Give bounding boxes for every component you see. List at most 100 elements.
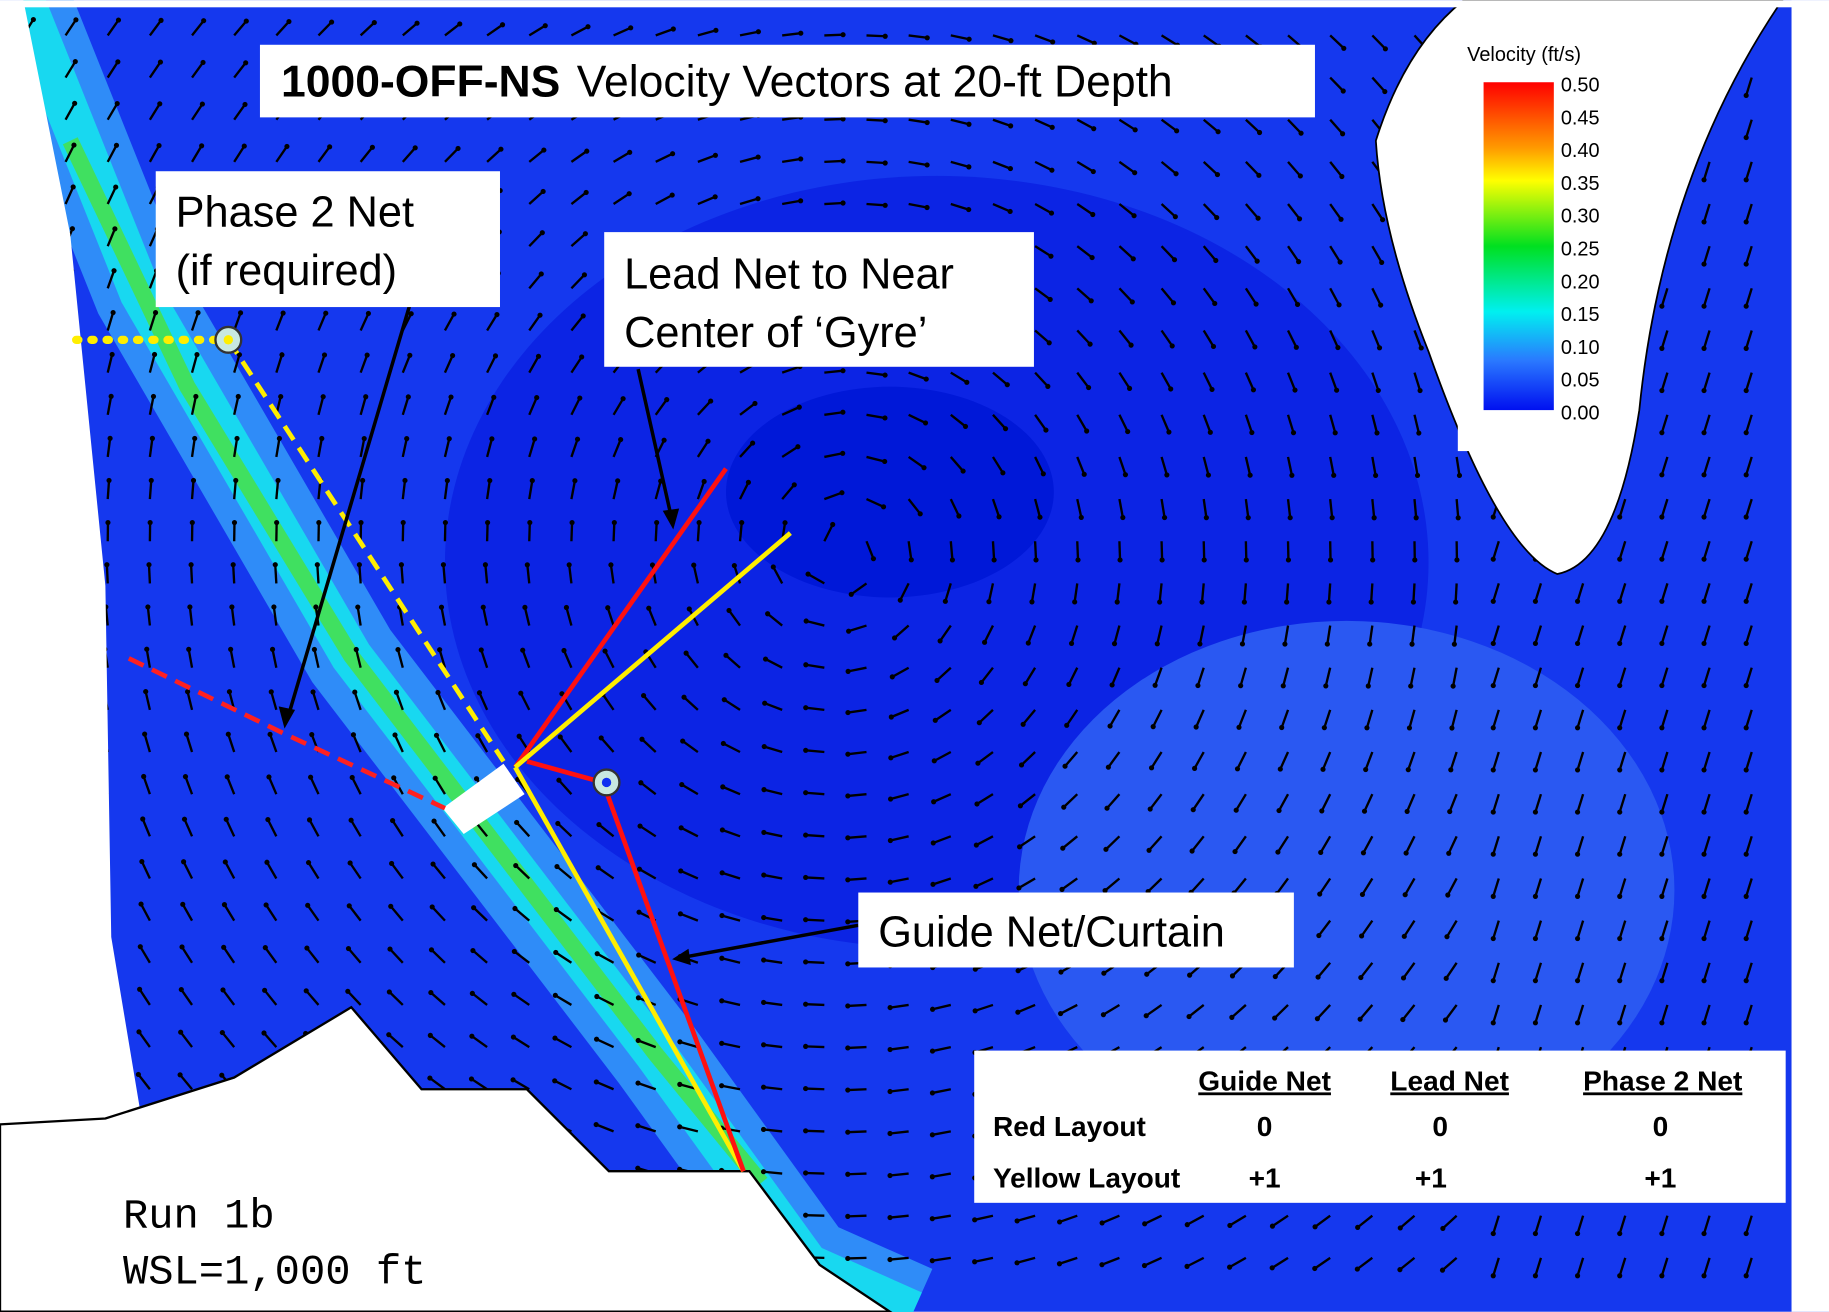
- vector-head: [489, 436, 494, 441]
- vector-head: [153, 310, 158, 315]
- vector-head: [1160, 557, 1165, 562]
- color-bar: [1484, 82, 1554, 410]
- vector-head: [1533, 894, 1538, 899]
- vector-head: [1101, 971, 1106, 976]
- title-text: Velocity Vectors at 20-ft Depth: [577, 57, 1173, 106]
- vector-head: [763, 656, 768, 661]
- vector-head: [104, 562, 109, 567]
- vector-head: [157, 101, 162, 106]
- vector-head: [1120, 515, 1125, 520]
- vector-head: [1744, 1273, 1749, 1278]
- vector-head: [756, 154, 761, 159]
- vector-arrow: [824, 161, 843, 162]
- callout-text: (if required): [176, 247, 397, 295]
- vector-arrow: [866, 35, 885, 36]
- vector-head: [500, 22, 505, 27]
- vector-head: [1164, 472, 1169, 477]
- vector-arrow: [806, 835, 825, 836]
- vector-head: [1744, 388, 1749, 393]
- vector-head: [264, 860, 269, 865]
- vector-head: [1089, 298, 1094, 303]
- vector-head: [112, 226, 117, 231]
- vector-head: [1491, 641, 1496, 646]
- vector-arrow: [848, 1005, 867, 1006]
- vector-head: [972, 1259, 977, 1264]
- vector-head: [1064, 723, 1069, 728]
- vector-head: [1174, 128, 1179, 133]
- vector-head: [1415, 473, 1420, 478]
- vector-head: [1370, 557, 1375, 562]
- callout-text: Lead Net to Near: [624, 250, 954, 298]
- vector-head: [1744, 261, 1749, 266]
- vector-head: [450, 353, 455, 358]
- vector-head: [1447, 809, 1452, 814]
- vector-head: [275, 478, 280, 483]
- vector-head: [677, 1124, 682, 1129]
- vector-head: [1533, 809, 1538, 814]
- vector-head: [883, 34, 888, 39]
- vector-head: [889, 714, 894, 719]
- vector-head: [888, 796, 893, 801]
- vector-head: [719, 998, 724, 1003]
- vector-head: [1211, 344, 1216, 349]
- vector-head: [1443, 1017, 1448, 1022]
- vector-head: [1417, 388, 1422, 393]
- vector-head: [1701, 346, 1706, 351]
- vector-head: [145, 604, 150, 609]
- vector-head: [1331, 473, 1336, 478]
- vector-head: [474, 776, 479, 781]
- vector-head: [1082, 472, 1087, 477]
- vector-head: [1617, 936, 1622, 941]
- vector-head: [149, 478, 154, 483]
- vector-head: [1701, 894, 1706, 899]
- vector-head: [518, 691, 523, 696]
- vector-head: [1015, 1010, 1020, 1015]
- vector-head: [1416, 430, 1421, 435]
- vector-head: [1617, 852, 1622, 857]
- vector-arrow: [1371, 583, 1372, 602]
- anchor-dot: [224, 335, 233, 344]
- vector-head: [923, 420, 928, 425]
- vector-head: [232, 520, 237, 525]
- vector-head: [845, 1214, 850, 1219]
- vector-head: [839, 490, 844, 495]
- vector-head: [1744, 346, 1749, 351]
- vector-head: [1575, 725, 1580, 730]
- vector-head: [1048, 254, 1053, 259]
- vector-head: [191, 478, 196, 483]
- vector-head: [1123, 472, 1128, 477]
- vector-head: [530, 478, 535, 483]
- vector-head: [925, 162, 930, 167]
- vector-head: [1366, 683, 1371, 688]
- legend-labels: 0.500.450.400.350.300.250.200.150.100.05…: [1561, 75, 1600, 425]
- vector-head: [882, 415, 887, 420]
- vector-head: [680, 738, 685, 743]
- vector-head: [1242, 599, 1247, 604]
- vector-head: [1451, 684, 1456, 689]
- vector-head: [1335, 345, 1340, 350]
- vector-head: [1444, 934, 1449, 939]
- vector-head: [354, 647, 359, 652]
- vector-head: [138, 902, 143, 907]
- vector-head: [1256, 216, 1261, 221]
- vector-head: [1273, 974, 1278, 979]
- vector-head: [238, 310, 243, 315]
- vector-head: [575, 437, 580, 442]
- vector-head: [1701, 599, 1706, 604]
- vector-arrow: [806, 1131, 825, 1132]
- vector-head: [1115, 599, 1120, 604]
- vector-head: [992, 557, 997, 562]
- vector-head: [1701, 1231, 1706, 1236]
- vector-head: [106, 478, 111, 483]
- vector-head: [1328, 557, 1333, 562]
- vector-head: [455, 146, 460, 151]
- vector-head: [996, 514, 1001, 519]
- vector-head: [845, 877, 850, 882]
- vector-head: [761, 957, 766, 962]
- vector-head: [1104, 806, 1109, 811]
- top-edge: [0, 0, 1829, 7]
- vector-head: [569, 520, 574, 525]
- vector-head: [761, 1042, 766, 1047]
- vector-head: [114, 143, 119, 148]
- vector-head: [1284, 600, 1289, 605]
